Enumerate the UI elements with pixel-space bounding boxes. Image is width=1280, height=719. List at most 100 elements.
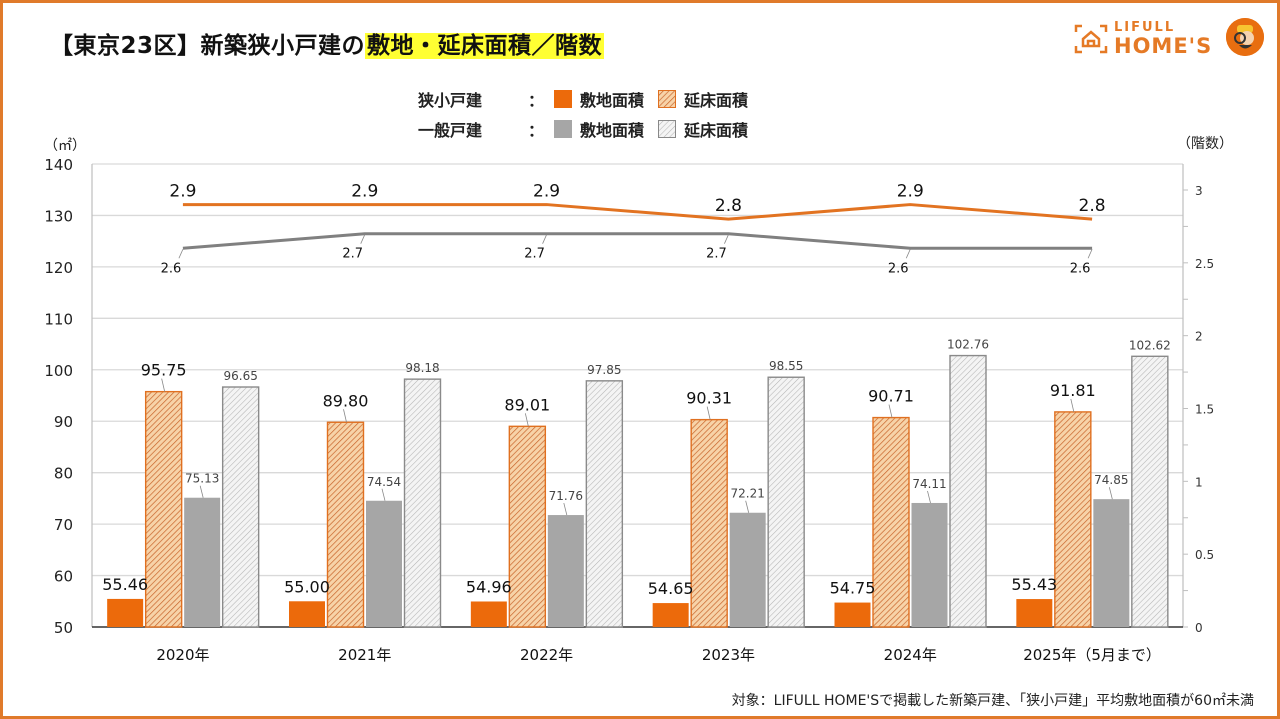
line-data-label: 2.8 — [715, 196, 742, 216]
legend-label: 敷地面積 — [580, 91, 645, 110]
label-leader-line — [360, 234, 366, 244]
bar-data-label: 72.21 — [730, 487, 764, 501]
line-data-label: 2.6 — [161, 261, 182, 276]
legend-group-label: 狭小戸建 — [418, 91, 483, 110]
legend-group-label: 一般戸建 — [418, 121, 483, 140]
line-data-label: 2.7 — [342, 247, 363, 262]
bar-solid-orange — [289, 601, 325, 627]
bar-data-label: 90.71 — [868, 387, 914, 406]
legend-swatch-orange-hatch — [658, 90, 677, 108]
line-data-label: 2.9 — [351, 182, 378, 202]
right-axis-unit: （階数） — [1177, 136, 1233, 152]
x-tick-label: 2021年 — [338, 646, 391, 664]
line-data-label: 2.9 — [169, 182, 196, 202]
line-data-label: 2.7 — [706, 247, 727, 262]
bar-data-label: 55.43 — [1011, 575, 1057, 594]
y-right-tick-label: 3 — [1195, 184, 1203, 198]
legend-colon: ： — [528, 121, 545, 140]
chart-title: 【東京23区】新築狭小戸建の敷地・延床面積／階数 — [50, 26, 605, 60]
bar-data-label: 102.62 — [1129, 338, 1171, 352]
bar-data-label: 89.01 — [504, 395, 550, 414]
bar-data-label: 74.11 — [912, 477, 946, 491]
bar-data-label: 74.85 — [1094, 473, 1128, 487]
y-right-tick-label: 2.5 — [1195, 257, 1214, 271]
bar-solid-gray — [184, 497, 221, 627]
y-left-tick-label: 80 — [54, 465, 73, 483]
bar-hatch-orange — [690, 418, 728, 628]
data-labels: 55.46 55.00 54.96 54.65 54.75 55.43 95.75 89.80… — [102, 182, 1171, 599]
bars — [107, 354, 1169, 628]
bar-hatch-orange — [872, 416, 910, 628]
line-data-label: 2.9 — [897, 182, 924, 202]
label-leader-line — [1087, 249, 1093, 259]
title-prefix: 【東京23区】新築狭小戸建の — [50, 33, 366, 59]
line-data-label: 2.9 — [533, 182, 560, 202]
bar-data-label: 90.31 — [686, 389, 732, 408]
legend-colon: ： — [528, 91, 545, 110]
bar-hatch-orange — [508, 425, 547, 628]
bar-data-label: 91.81 — [1050, 381, 1096, 400]
label-leader-line — [1070, 398, 1075, 413]
mascot-icon — [1226, 18, 1264, 56]
y-right-tick-label: 0 — [1195, 621, 1203, 635]
lifull-homes-logo: LIFULL HOME'S — [1070, 14, 1270, 62]
bar-solid-gray — [547, 515, 584, 627]
bar-solid-gray — [911, 502, 948, 627]
bar-data-label: 95.75 — [141, 361, 187, 380]
legend-row-general: 一般戸建 ： 敷地面積 延床面積 — [418, 114, 762, 144]
bar-data-label: 89.80 — [323, 391, 369, 410]
y-left-tick-label: 60 — [54, 568, 73, 586]
label-leader-line — [563, 502, 568, 516]
label-leader-line — [178, 249, 184, 259]
bar-solid-orange — [652, 603, 689, 627]
line-orange — [182, 203, 1093, 221]
bar-hatch-gray — [949, 354, 987, 628]
bar-data-label: 98.18 — [405, 361, 439, 375]
label-leader-line — [1108, 487, 1113, 500]
chart-legend: 狭小戸建 ： 敷地面積 延床面積 一般戸建 ： 敷地面積 延床面積 — [418, 84, 762, 144]
legend-label: 敷地面積 — [580, 121, 645, 140]
bar-data-label: 71.76 — [549, 489, 583, 503]
bar-hatch-gray — [221, 386, 260, 628]
bar-data-label: 75.13 — [185, 472, 219, 486]
bar-solid-gray — [729, 512, 766, 627]
line-data-label: 2.6 — [888, 261, 909, 276]
bar-data-label: 54.75 — [830, 579, 876, 598]
y-right-tick-label: 1 — [1195, 475, 1203, 489]
legend-swatch-orange-solid — [554, 90, 572, 108]
bar-data-label: 96.65 — [223, 369, 257, 383]
bar-data-label: 55.00 — [284, 577, 330, 596]
legend-label: 延床面積 — [684, 121, 749, 140]
bar-hatch-orange — [1054, 411, 1092, 628]
y-left-tick-label: 110 — [44, 310, 73, 328]
bar-solid-gray — [366, 500, 402, 627]
bar-solid-orange — [470, 601, 507, 627]
bar-hatch-orange — [144, 390, 183, 628]
bar-solid-orange — [107, 598, 144, 627]
y-left-tick-label: 70 — [54, 516, 73, 534]
legend-swatch-gray-solid — [554, 120, 572, 138]
line-data-label: 2.8 — [1079, 196, 1106, 216]
y-left-tick-label: 90 — [54, 413, 73, 431]
bar-solid-orange — [834, 602, 871, 627]
left-axis-unit: （㎡） — [44, 138, 86, 154]
label-leader-line — [927, 490, 931, 504]
bar-solid-orange — [1016, 599, 1053, 627]
gridlines — [92, 163, 1183, 577]
line-series — [182, 203, 1093, 250]
legend-swatch-gray-hatch — [658, 120, 677, 138]
label-leader-line — [161, 378, 166, 392]
line-data-label: 2.7 — [524, 247, 545, 262]
legend-row-narrow: 狭小戸建 ： 敷地面積 延床面積 — [418, 84, 762, 114]
logo-text-lifull: LIFULL — [1114, 20, 1176, 35]
label-leader-line — [524, 413, 529, 427]
bar-hatch-gray — [403, 378, 442, 628]
label-leader-line — [199, 485, 204, 498]
x-tick-label: 2020年 — [156, 646, 209, 664]
house-icon — [1074, 24, 1108, 54]
bar-hatch-gray — [585, 380, 624, 628]
label-leader-line — [724, 234, 729, 244]
bar-data-label: 98.55 — [769, 359, 803, 373]
